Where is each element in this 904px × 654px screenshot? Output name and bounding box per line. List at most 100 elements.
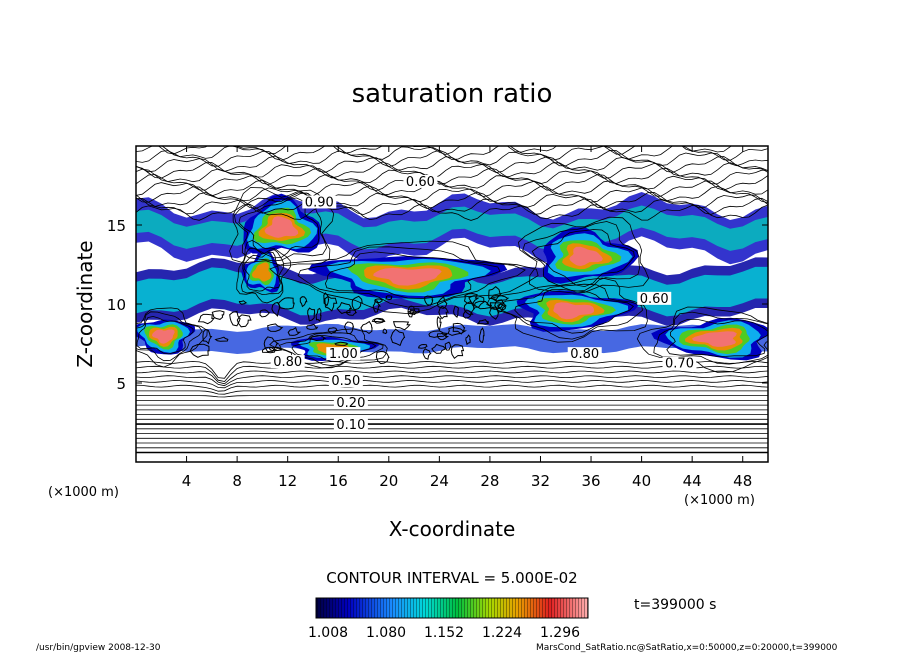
saturation-region-6-level-4	[152, 329, 175, 344]
saturation-region-3-level-4	[264, 216, 299, 238]
contour-loop-4	[269, 346, 283, 352]
contour-loop-16	[277, 297, 295, 310]
contour-loop-11	[409, 308, 422, 314]
contour-loop-27	[428, 330, 449, 338]
x-tick-label-9: 40	[632, 472, 651, 490]
contour-loop-68	[479, 327, 485, 344]
y-axis-label: Z-coordinate	[73, 240, 97, 367]
saturation-region-1-level-4	[553, 302, 595, 320]
plot-area	[136, 146, 768, 462]
contour-label-9: 0.80	[570, 347, 599, 362]
contour-ring-3-1	[234, 192, 328, 262]
contour-line-lower-14	[136, 384, 768, 392]
y-tick-label-1: 10	[107, 296, 126, 314]
contour-loop-61	[236, 314, 252, 328]
contour-line-lower-16	[136, 375, 768, 387]
colorbar-tick-3: 1.224	[482, 625, 522, 641]
colorbar-tick-labels: 1.008 1.080 1.152 1.224 1.296	[308, 625, 580, 641]
contour-loop-28	[424, 295, 434, 306]
x-tick-label-7: 32	[531, 472, 550, 490]
contour-loop-65	[375, 350, 390, 365]
contour-loop-69	[452, 322, 466, 335]
saturation-region-5-level-4	[691, 331, 737, 347]
contour-loop-21	[189, 343, 210, 358]
y-tick-label-2: 15	[107, 217, 126, 235]
saturation-region-0-level-4	[373, 267, 442, 286]
x-tick-label-5: 24	[430, 472, 449, 490]
contour-loop-47	[261, 346, 278, 354]
z-unit-label: (×1000 m)	[48, 485, 119, 500]
x-axis-label: X-coordinate	[389, 517, 516, 541]
x-unit-label: (×1000 m)	[684, 493, 755, 508]
contour-loop-26	[287, 326, 302, 336]
contour-loop-29	[324, 295, 338, 312]
contour-label-0: 0.10	[336, 418, 365, 433]
contour-loop-1	[263, 336, 280, 353]
contour-loop-32	[436, 295, 448, 310]
x-tick-label-8: 36	[581, 472, 600, 490]
contour-ring-5-1	[653, 311, 768, 365]
contour-loop-52	[334, 341, 349, 346]
contour-ring-2-0	[531, 229, 635, 288]
contour-loop-56	[473, 300, 493, 310]
contour-loop-43	[450, 344, 465, 360]
colorbar-tick-0: 1.008	[308, 625, 348, 641]
contour-loop-55	[308, 335, 327, 342]
contour-loop-18	[385, 295, 393, 301]
contour-label-bg-7	[302, 195, 337, 209]
contour-loop-17	[407, 305, 416, 318]
contour-line-upper-0	[136, 203, 768, 221]
contour-loop-5	[360, 320, 373, 335]
contour-loop-35	[202, 328, 213, 345]
contour-line-upper-2	[136, 191, 768, 209]
contour-label-bg-1	[333, 396, 368, 410]
contour-loop-64	[211, 310, 225, 320]
contour-ring-2-1	[522, 221, 640, 292]
contour-loop-36	[431, 343, 447, 354]
contour-loop-62	[315, 307, 322, 322]
contour-label-bg-6	[403, 174, 438, 188]
contour-line-lower-12	[136, 395, 768, 398]
contour-line-upper-4	[136, 179, 768, 198]
contour-loop-41	[463, 292, 480, 304]
y-axis-ticks: 5 10 15	[107, 217, 768, 393]
contour-loop-37	[496, 303, 507, 311]
contour-loop-13	[343, 321, 355, 334]
contour-ring-6-0	[136, 315, 194, 355]
contour-line-lower-13	[136, 390, 768, 395]
contour-loop-14	[465, 334, 471, 346]
supersaturated-regions	[136, 193, 768, 361]
contour-ring-6-2	[136, 307, 208, 368]
contour-line-upper-9	[136, 149, 768, 168]
colorbar	[315, 597, 589, 619]
contour-ring-2-2	[517, 216, 650, 294]
contour-line-upper-11	[157, 146, 732, 155]
contour-ring-0-2	[269, 240, 539, 315]
contour-line-upper-10	[136, 146, 768, 161]
contour-loop-48	[345, 309, 357, 316]
contour-label-bg-2	[328, 374, 363, 387]
contour-label-bg-3	[326, 347, 361, 361]
contour-line-upper-1	[136, 197, 768, 216]
contour-loop-59	[214, 336, 229, 342]
contour-label-1: 0.20	[336, 396, 365, 411]
contour-loop-42	[422, 348, 432, 360]
contour-label-bg-9	[567, 347, 602, 361]
contour-ring-0-0	[324, 251, 501, 300]
contour-loop-9	[259, 309, 271, 318]
contour-loop-58	[382, 328, 388, 335]
contour-loop-22	[392, 321, 411, 331]
saturation-region-4-level-3	[251, 262, 272, 282]
contour-line-upper-7	[136, 161, 768, 179]
x-tick-label-1: 8	[232, 472, 242, 490]
contour-loop-67	[351, 295, 363, 311]
contour-label-6: 0.60	[406, 175, 435, 190]
footer-right: MarsCond_SatRatio.nc@SatRatio,x=0:50000,…	[536, 643, 838, 653]
contour-line-upper-3	[136, 185, 768, 203]
contour-label-5: 0.70	[665, 357, 694, 372]
y-tick-label-0: 5	[116, 375, 126, 393]
contour-loop-53	[417, 343, 428, 349]
contour-loop-10	[436, 332, 450, 341]
contour-loop-51	[299, 296, 308, 308]
contour-ring-4-1	[240, 247, 285, 296]
